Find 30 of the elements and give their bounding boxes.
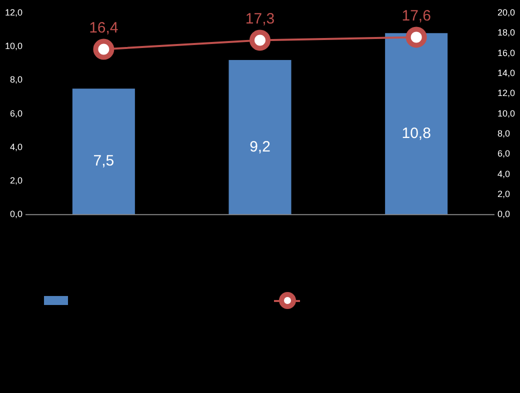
y2-tick-label: 20,0 (497, 7, 516, 18)
y-tick-label: 6,0 (10, 108, 23, 118)
y2-tick-label: 12,0 (497, 88, 516, 98)
y-tick-label: 12,0 (4, 7, 23, 18)
y2-tick-label: 2,0 (497, 188, 510, 199)
bar (385, 33, 448, 215)
y-tick-label: 2,0 (10, 175, 23, 186)
y2-tick-label: 8,0 (497, 128, 510, 138)
data-label: 7,5 (93, 152, 114, 170)
y2-tick-label: 0,0 (497, 209, 510, 220)
y-tick-label: 0,0 (10, 209, 23, 220)
y2-tick-label: 16,0 (497, 48, 516, 58)
data-label: 10,8 (402, 125, 431, 142)
y2-tick-label: 18,0 (497, 28, 516, 38)
point (93, 38, 114, 60)
point (250, 30, 270, 51)
y-tick-label: 8,0 (10, 74, 23, 85)
y2-tick-label: 10,0 (497, 108, 516, 118)
data-label: 16,4 (89, 19, 118, 36)
data-label: 17,3 (245, 10, 275, 28)
data-label: 9,2 (250, 138, 270, 156)
bar (228, 60, 292, 215)
point (406, 26, 427, 48)
y-tick-label: 10,0 (4, 41, 23, 52)
y-tick-label: 4,0 (10, 142, 23, 152)
bar (72, 88, 135, 215)
y2-tick-label: 4,0 (497, 168, 510, 179)
y2-tick-label: 14,0 (497, 68, 516, 78)
data-label: 17,6 (402, 7, 431, 24)
y2-tick-label: 6,0 (497, 148, 510, 159)
